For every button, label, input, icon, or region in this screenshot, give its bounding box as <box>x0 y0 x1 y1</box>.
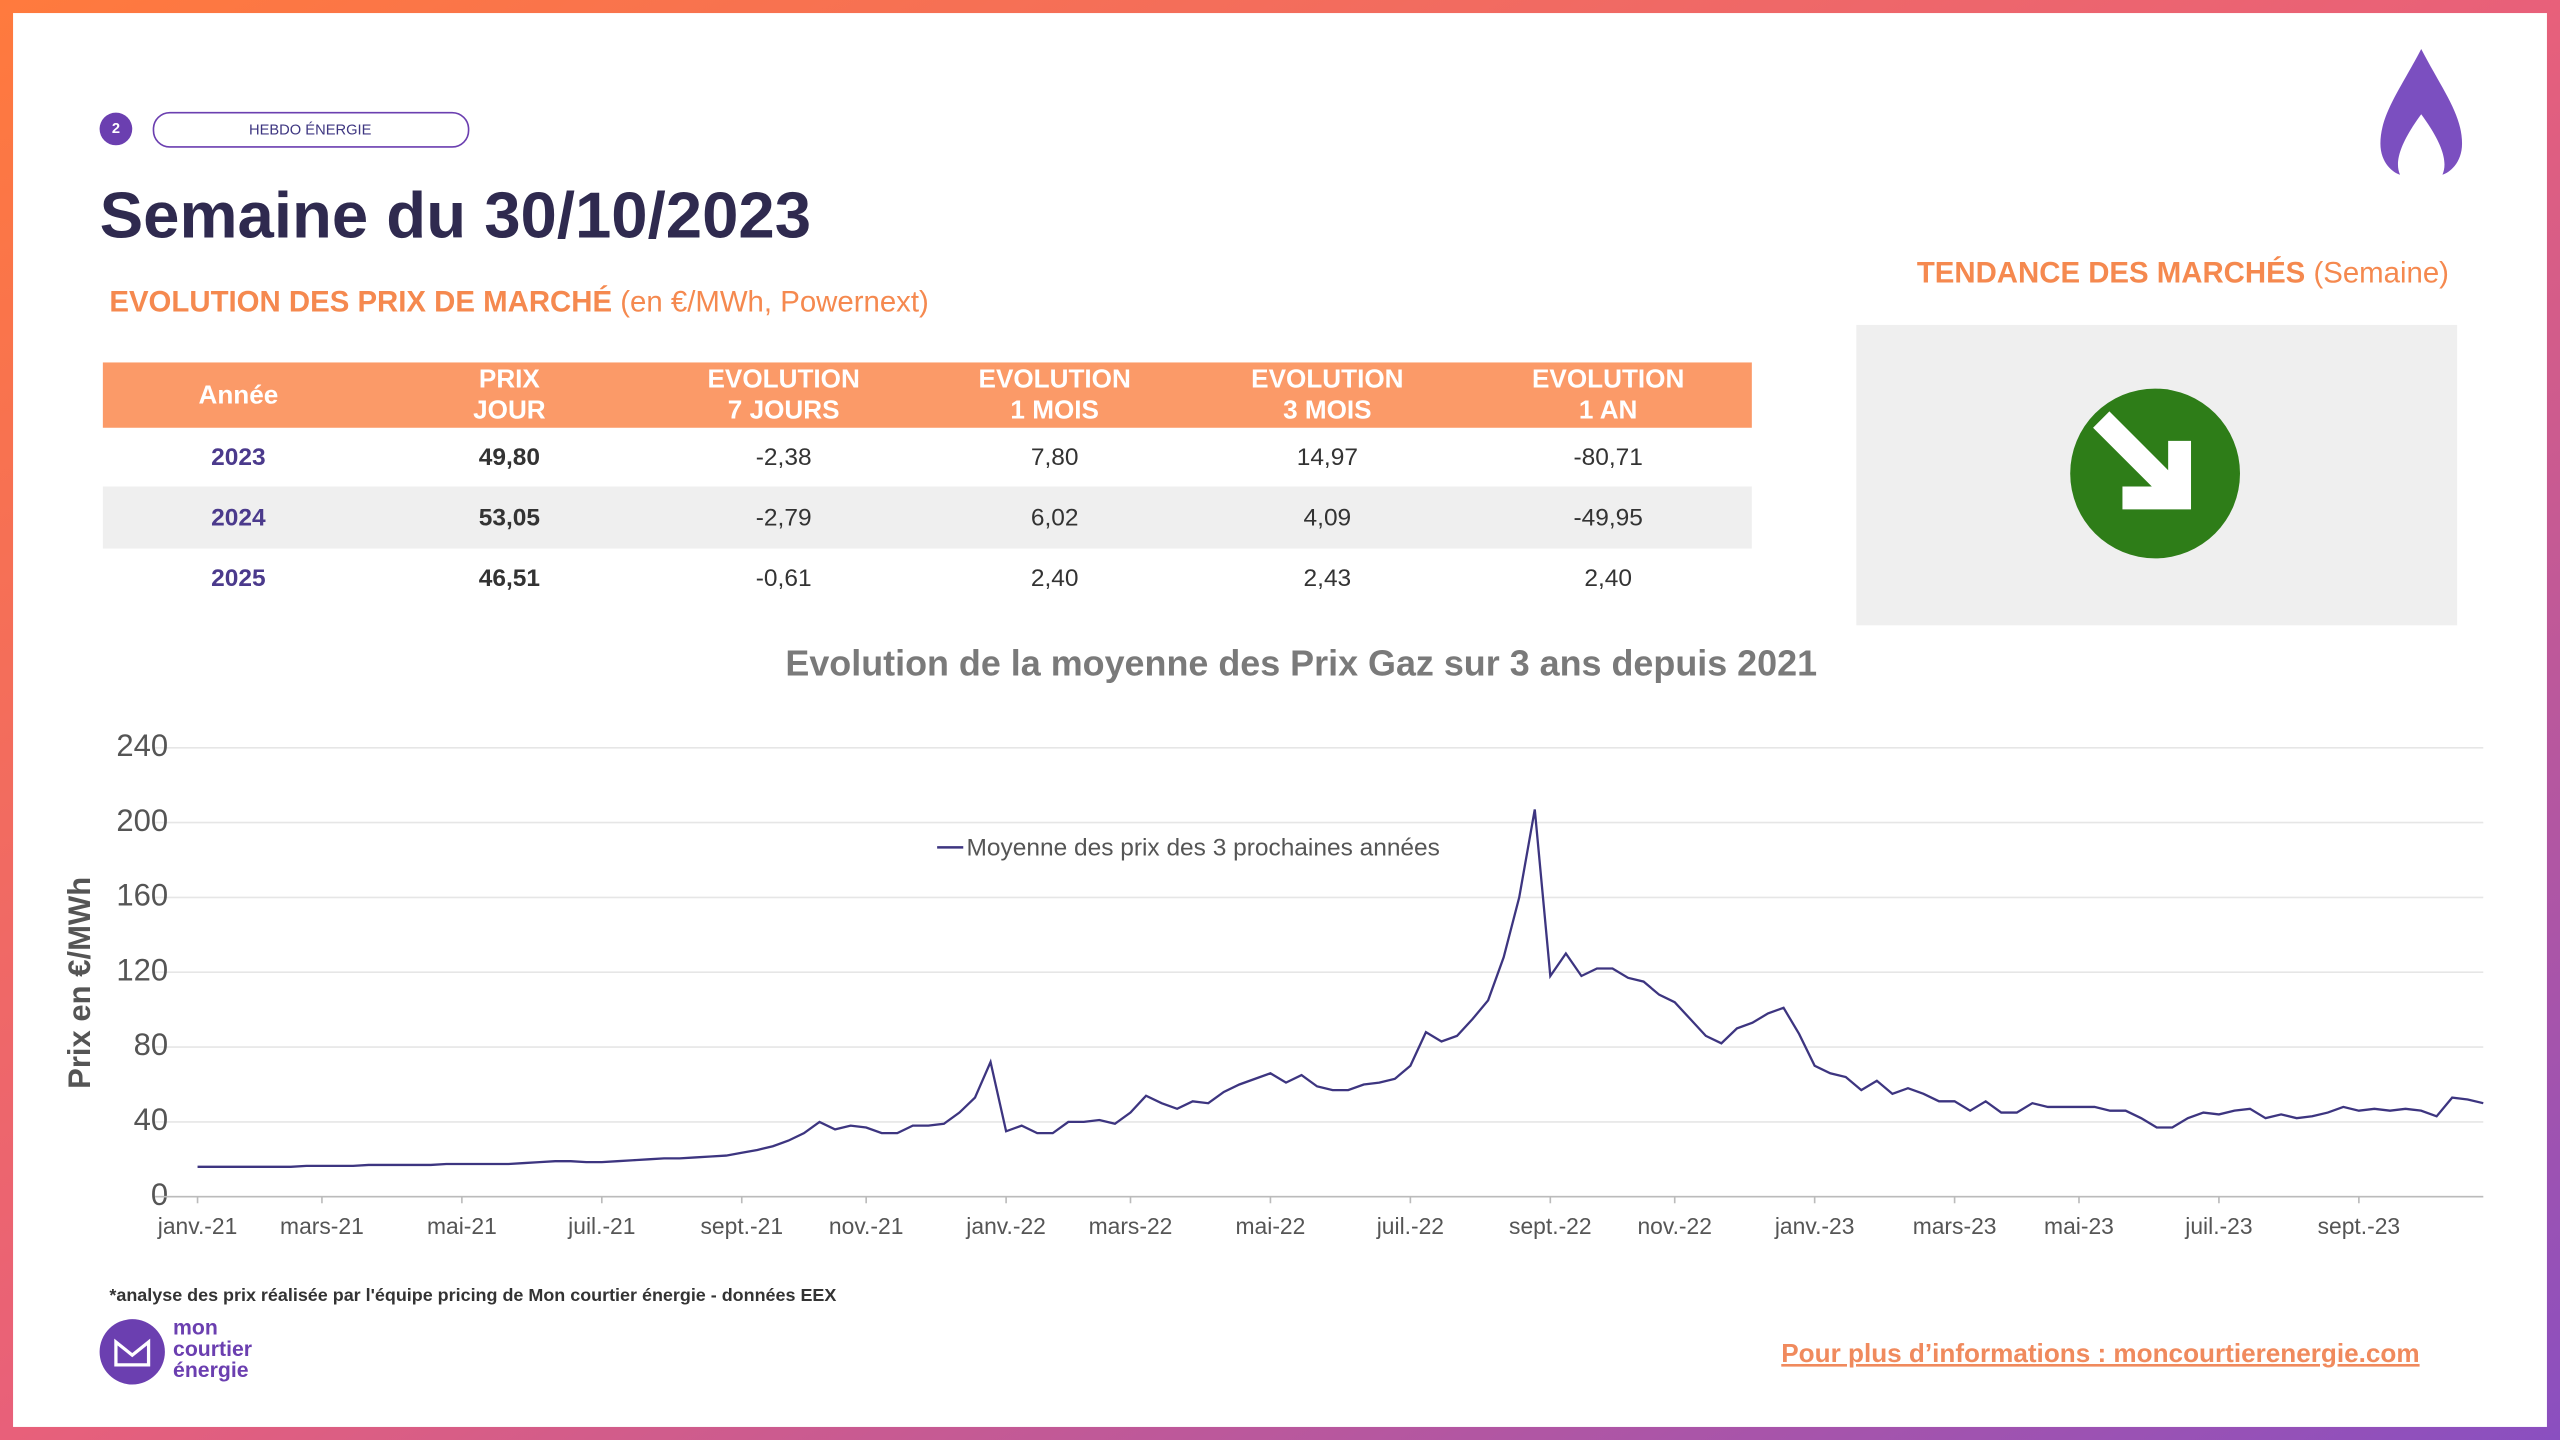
table-header-cell: 1 AN <box>1579 394 1638 424</box>
x-tick-label: mai-22 <box>1236 1213 1306 1239</box>
y-tick-label: 240 <box>116 728 168 763</box>
logo-word: mon <box>173 1317 218 1340</box>
section-title-unit: (en €/MWh, Powernext) <box>620 285 929 318</box>
logo-word: énergie <box>173 1359 249 1382</box>
x-tick-label: juil.-23 <box>2184 1213 2252 1239</box>
table-cell: -0,61 <box>756 565 812 592</box>
trend-title-unit: (Semaine) <box>2313 256 2449 289</box>
x-tick-label: mars-21 <box>280 1213 364 1239</box>
x-tick-label: mars-23 <box>1913 1213 1997 1239</box>
logo-envelope <box>114 1338 151 1367</box>
x-tick-label: mars-22 <box>1089 1213 1173 1239</box>
table-header-cell: EVOLUTION <box>979 363 1131 393</box>
table-header-cell: 7 JOURS <box>728 394 840 424</box>
table-cell: -80,71 <box>1573 444 1642 471</box>
canvas <box>13 13 2547 1427</box>
series-line <box>197 809 2484 1168</box>
table-cell: 2,40 <box>1584 565 1632 592</box>
table-header-cell: JOUR <box>473 394 546 424</box>
table-cell: 2025 <box>211 565 265 592</box>
trend-title: TENDANCE DES MARCHÉS (Semaine) <box>1917 255 2449 289</box>
tag-pill <box>152 111 470 148</box>
table-cell: 2,43 <box>1304 565 1352 592</box>
table-cell: 7,80 <box>1031 444 1079 471</box>
y-tick-label: 40 <box>134 1102 169 1137</box>
table-header-cell: EVOLUTION <box>1532 363 1684 393</box>
table-cell: 2023 <box>211 444 265 471</box>
section-title: EVOLUTION DES PRIX DE MARCHÉ (en €/MWh, … <box>109 284 928 318</box>
table-cell: 14,97 <box>1297 444 1358 471</box>
table-header-cell: Année <box>198 380 278 410</box>
y-tick-label: 160 <box>116 878 168 913</box>
y-tick-label: 0 <box>151 1177 168 1212</box>
table-cell: -49,95 <box>1573 505 1642 532</box>
legend-label: Moyenne des prix des 3 prochaines années <box>967 834 1440 861</box>
y-tick-label: 120 <box>116 952 168 987</box>
table-header-cell: EVOLUTION <box>708 363 860 393</box>
x-tick-label: sept.-22 <box>1509 1213 1592 1239</box>
logo-word: courtier <box>173 1338 252 1361</box>
y-tick-label: 80 <box>134 1027 169 1062</box>
table-header-cell: 1 MOIS <box>1010 394 1099 424</box>
x-tick-label: janv.-21 <box>157 1213 238 1239</box>
chart-title: Evolution de la moyenne des Prix Gaz sur… <box>785 643 1817 684</box>
footnote: *analyse des prix réalisée par l'équipe … <box>109 1285 836 1305</box>
table-cell: 6,02 <box>1031 505 1079 532</box>
x-tick-label: sept.-23 <box>2318 1213 2401 1239</box>
x-tick-label: nov.-21 <box>829 1213 903 1239</box>
table-cell: -2,38 <box>756 444 812 471</box>
flame-icon <box>2380 48 2463 175</box>
page-title: Semaine du 30/10/2023 <box>100 179 811 252</box>
table-header-cell: EVOLUTION <box>1251 363 1403 393</box>
table-cell: 53,05 <box>479 505 540 532</box>
y-axis-label: Prix en €/MWh <box>62 877 97 1089</box>
x-tick-label: mai-21 <box>427 1213 497 1239</box>
x-tick-label: janv.-22 <box>965 1213 1046 1239</box>
page-badge <box>99 112 133 146</box>
table-header-cell: PRIX <box>479 363 541 393</box>
page-number: 2 <box>112 121 120 137</box>
table-cell: 46,51 <box>479 565 540 592</box>
table-cell: 4,09 <box>1304 505 1352 532</box>
logo-mark <box>99 1319 165 1385</box>
table-cell: -2,79 <box>756 505 812 532</box>
trend-arrow <box>2093 411 2192 510</box>
table-header <box>102 362 1752 428</box>
x-tick-label: juil.-21 <box>567 1213 635 1239</box>
table-cell: 2,40 <box>1031 565 1079 592</box>
table-row-band <box>102 486 1752 549</box>
x-tick-label: nov.-22 <box>1637 1213 1711 1239</box>
table-header-cell: 3 MOIS <box>1283 394 1372 424</box>
section-title-main: EVOLUTION DES PRIX DE MARCHÉ <box>109 284 612 318</box>
x-tick-label: janv.-23 <box>1774 1213 1855 1239</box>
x-tick-label: sept.-21 <box>700 1213 783 1239</box>
info-link[interactable]: Pour plus d’informations : moncourtieren… <box>1781 1338 2419 1368</box>
x-tick-label: mai-23 <box>2044 1213 2114 1239</box>
trend-title-main: TENDANCE DES MARCHÉS <box>1917 255 2305 289</box>
tag: HEBDO ÉNERGIE <box>249 121 372 138</box>
table-cell: 49,80 <box>479 444 540 471</box>
x-tick-label: juil.-22 <box>1376 1213 1444 1239</box>
table-cell: 2024 <box>211 505 266 532</box>
y-tick-label: 200 <box>116 803 168 838</box>
